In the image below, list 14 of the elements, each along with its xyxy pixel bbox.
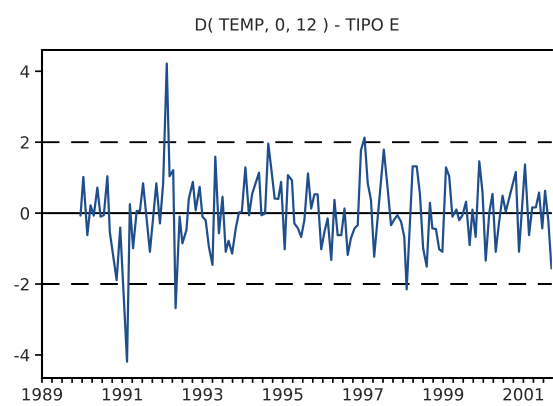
x-tick-label: 1989 [22, 388, 62, 401]
line-series [79, 62, 552, 363]
x-tick-label: 1995 [263, 388, 302, 401]
x-tick-label: 2001 [503, 388, 544, 401]
chart-title: D( TEMP, 0, 12 ) - TIPO E [196, 18, 399, 33]
x-tick-label: 1993 [183, 388, 222, 401]
y-tick-label: 4 [20, 65, 30, 78]
y-tick-label: 0 [20, 207, 30, 220]
x-tick-label: 1997 [344, 388, 383, 401]
y-tick-label: -2 [14, 278, 29, 290]
y-tick-label: -4 [14, 349, 30, 362]
y-tick-label: 2 [20, 136, 29, 149]
x-tick-label: 1991 [102, 388, 142, 401]
x-tick-label: 1999 [424, 388, 464, 401]
